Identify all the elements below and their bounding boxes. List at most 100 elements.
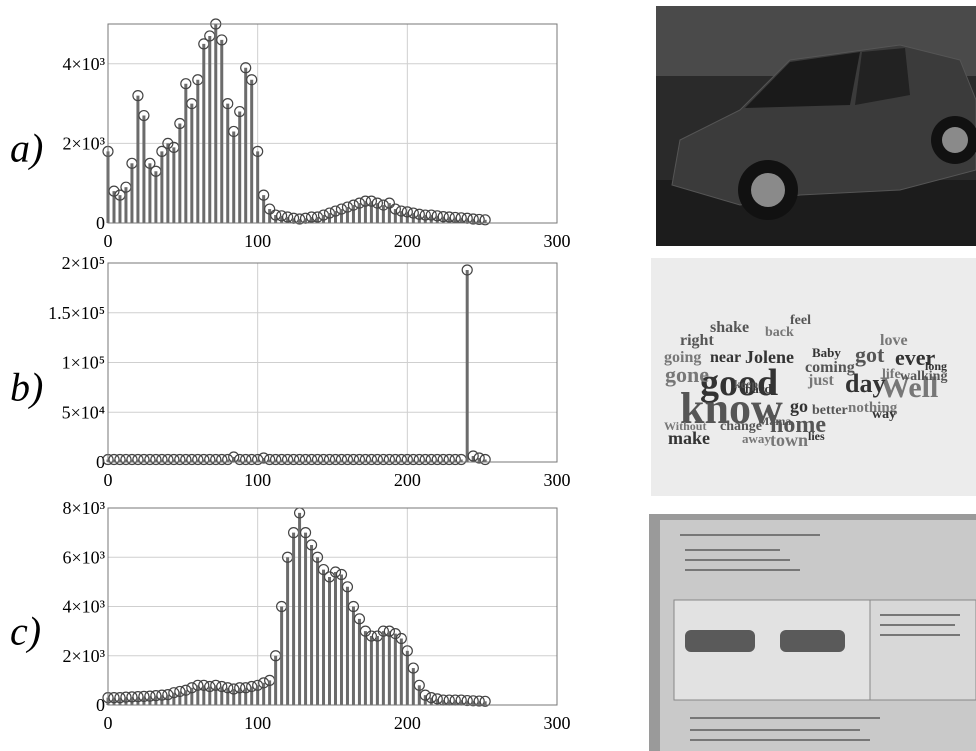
x-tick-label: 100: [244, 470, 271, 490]
stem-marker: [264, 203, 276, 215]
y-tick-label: 0: [96, 452, 105, 472]
stem-marker: [335, 568, 348, 581]
stem-marker: [461, 264, 473, 276]
panel-label: b): [10, 365, 43, 410]
word: Well: [880, 371, 938, 404]
panel-label: a): [10, 126, 43, 171]
y-tick-label: 4×10³: [62, 597, 105, 617]
stem-marker: [383, 625, 395, 637]
stem-marker: [407, 662, 419, 674]
stem-marker: [222, 97, 234, 110]
word: right: [680, 332, 714, 349]
stem-marker: [425, 209, 437, 221]
word: away: [742, 431, 771, 446]
y-tick-label: 1.5×10⁵: [48, 303, 105, 323]
stem-marker: [425, 692, 437, 704]
word: nothing: [848, 400, 898, 416]
word: gone: [665, 362, 709, 387]
word: near: [710, 349, 741, 366]
stem-marker: [216, 34, 228, 46]
word: go: [790, 396, 808, 416]
stem-marker: [311, 551, 324, 563]
stem-marker: [479, 695, 491, 707]
stem-marker: [383, 197, 395, 209]
word: town: [770, 430, 808, 450]
stem-marker: [347, 600, 360, 613]
word: back: [765, 325, 794, 340]
word: change: [720, 419, 762, 434]
stem-marker: [467, 213, 479, 225]
word: going: [664, 349, 701, 366]
stem-marker: [198, 679, 210, 691]
y-tick-label: 6×10³: [62, 547, 105, 567]
x-tick-label: 0: [104, 231, 113, 251]
stem-marker: [138, 109, 150, 122]
plot-frame: [107, 262, 558, 463]
word: hard: [745, 381, 773, 396]
stem-marker: [473, 213, 485, 226]
word: coming: [805, 359, 855, 376]
stem-marker: [419, 689, 431, 701]
word: feel: [790, 313, 811, 328]
stem-marker: [479, 214, 491, 226]
stem-marker: [401, 645, 413, 657]
stem-marker: [407, 207, 419, 219]
word: love: [880, 332, 908, 349]
stem-marker: [449, 211, 461, 224]
stem-marker: [443, 211, 455, 223]
stem-marker: [467, 695, 479, 707]
x-tick-label: 200: [394, 713, 421, 733]
stem-marker: [210, 679, 222, 691]
stem-marker: [329, 566, 342, 578]
y-tick-label: 8×10³: [62, 498, 105, 518]
stem-marker: [258, 452, 270, 464]
stem-marker: [282, 211, 294, 223]
stem-marker: [299, 527, 312, 539]
word: shake: [710, 319, 749, 336]
stem-marker: [395, 205, 407, 217]
stem-marker: [341, 581, 354, 593]
stem-marker: [180, 78, 192, 90]
stem-marker: [240, 62, 252, 74]
stem-marker: [479, 453, 491, 466]
x-tick-label: 0: [104, 713, 113, 733]
word: keep: [734, 377, 758, 391]
stem-marker: [246, 74, 258, 86]
stem-marker: [305, 539, 318, 551]
plot-frame: [107, 23, 558, 224]
stem-marker: [144, 157, 156, 169]
document-photo: [649, 514, 976, 751]
stem-marker: [270, 209, 282, 221]
y-tick-label: 2×10³: [62, 133, 105, 153]
stem-marker: [431, 693, 443, 705]
word: good: [700, 362, 778, 404]
word: day: [845, 369, 885, 398]
y-tick-label: 2×10⁵: [62, 253, 105, 273]
chart: 0 100 200 300 0 5×10⁴ 1×10⁵ 1.5×10⁵ 2×10⁵ b): [10, 253, 571, 490]
stem-marker: [216, 680, 228, 693]
stem-marker: [258, 189, 270, 201]
y-tick-label: 0: [96, 213, 105, 233]
stem-marker: [353, 613, 366, 625]
word: ever: [895, 345, 936, 370]
x-tick-label: 100: [244, 713, 271, 733]
word: Baby: [812, 345, 841, 360]
x-tick-label: 200: [394, 231, 421, 251]
stem-marker: [276, 210, 288, 222]
stem-marker: [222, 682, 234, 694]
word: walking: [900, 369, 947, 384]
y-tick-label: 2×10³: [62, 646, 105, 666]
stem-marker: [413, 208, 425, 220]
x-tick-label: 300: [544, 231, 571, 251]
car-photo: [656, 6, 976, 246]
word: life: [882, 367, 901, 382]
stem-marker: [473, 695, 485, 707]
stem-marker: [252, 145, 264, 157]
stem-marker: [108, 185, 120, 197]
stem-marker: [461, 694, 473, 707]
x-tick-label: 200: [394, 470, 421, 490]
y-tick-label: 1×10⁵: [62, 353, 105, 373]
chart: 0 100 200 300 0 2×10³ 4×10³ 6×10³ 8×10³ c): [10, 498, 571, 733]
x-tick-label: 100: [244, 231, 271, 251]
